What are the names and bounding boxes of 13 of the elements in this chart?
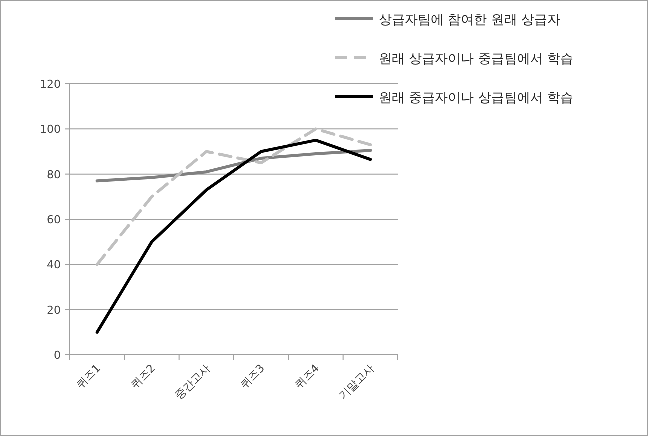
- y-tick-label: 120: [40, 78, 61, 91]
- legend-label: 상급자팀에 참여한 원래 상급자: [379, 13, 560, 28]
- y-tick-label: 60: [47, 214, 61, 226]
- y-tick-label: 0: [54, 349, 61, 362]
- line-series: [96, 128, 372, 266]
- line-series: [96, 149, 372, 183]
- y-tick-label: 40: [47, 258, 61, 272]
- y-tick-label: 100: [40, 123, 61, 136]
- legend-label: 원래 상급자이나 중급팀에서 학습: [379, 52, 574, 67]
- line-series: [96, 138, 372, 334]
- y-tick-label: 20: [47, 304, 61, 317]
- legend-label: 원래 중급자이나 상급팀에서 학습: [379, 91, 574, 106]
- y-tick-label: 80: [47, 168, 61, 182]
